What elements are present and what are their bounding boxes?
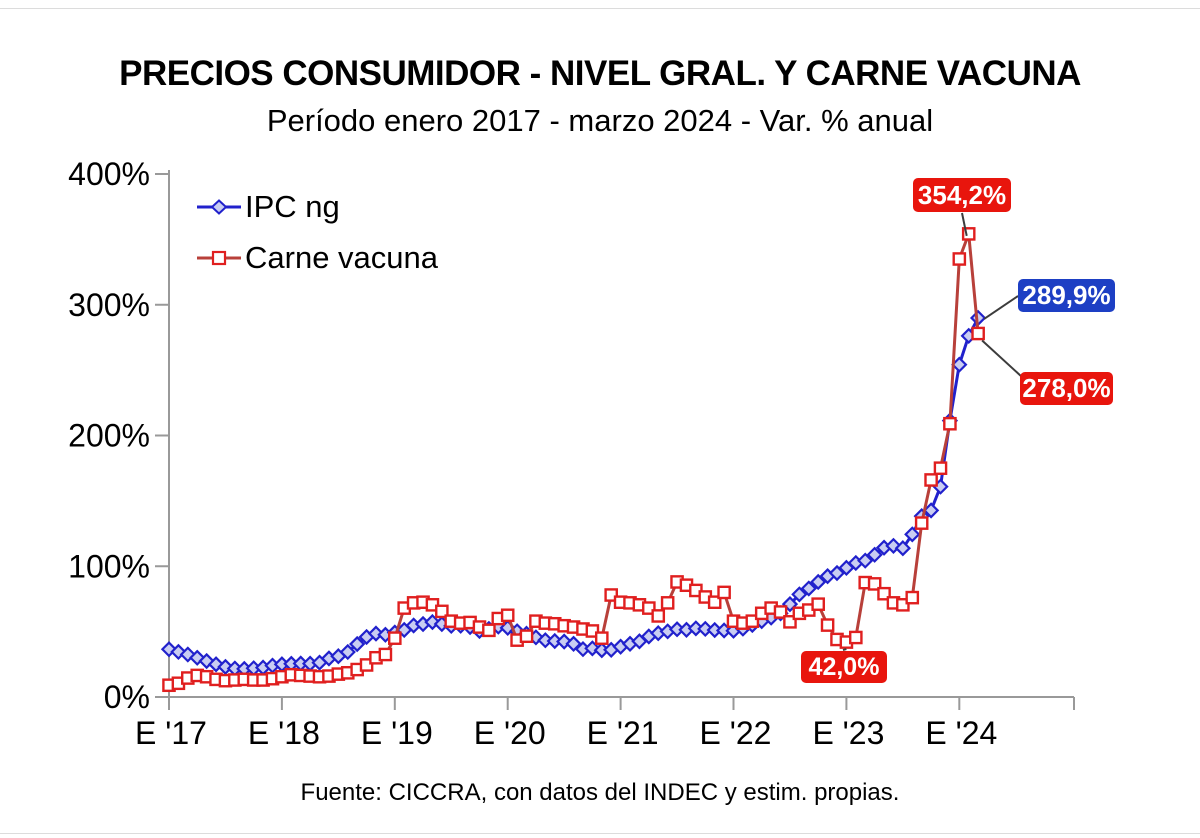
ipc-marker — [810, 573, 827, 591]
ipc-marker — [951, 356, 968, 373]
ipc-marker — [781, 596, 799, 613]
carne-line — [168, 232, 980, 687]
carne-marker — [378, 647, 393, 662]
top-border-line — [0, 8, 1200, 9]
legend-label-ipc: IPC ng — [245, 189, 340, 224]
carne-marker — [811, 597, 825, 611]
chart-title: PRECIOS CONSUMIDOR - NIVEL GRAL. Y CARNE… — [119, 54, 1081, 93]
annotation-leader-line — [981, 339, 1023, 378]
legend-item-carne: Carne vacuna — [196, 240, 439, 275]
source-note: Fuente: CICCRA, con datos del INDEC y es… — [300, 779, 900, 806]
carne-marker — [388, 631, 402, 645]
ipc-marker — [170, 643, 187, 661]
x-tick-label: E '21 — [587, 715, 659, 751]
carne-marker — [707, 595, 722, 610]
ipc-marker — [424, 613, 441, 631]
chart-legend: IPC ng Carne vacuna — [196, 189, 439, 292]
y-tick-label: 300% — [68, 287, 150, 323]
carne-marker — [359, 658, 374, 672]
ipc-marker — [349, 635, 366, 653]
x-tick-label: E '17 — [135, 715, 207, 751]
ipc-marker — [697, 620, 714, 638]
annotation-carne-peak: 354,2% — [913, 178, 1011, 212]
ipc-marker — [565, 635, 582, 652]
annotation-carne-last: 278,0% — [1020, 372, 1113, 405]
x-tick-label: E '19 — [361, 715, 433, 751]
x-tick-label: E '24 — [925, 715, 997, 751]
carne-marker — [500, 608, 515, 623]
carne-marker — [642, 601, 656, 615]
legend-item-ipc: IPC ng — [196, 189, 438, 224]
ipc-marker — [904, 526, 921, 543]
ipc-marker — [922, 502, 940, 519]
carne-marker — [961, 227, 976, 241]
annotation-carne-dip: 42,0% — [801, 651, 887, 683]
x-tick-label: E '20 — [474, 715, 546, 751]
carne-marker — [717, 585, 731, 600]
ipc-legend-marker-icon — [197, 199, 241, 215]
carne-marker — [924, 473, 938, 487]
x-tick-label: E '22 — [700, 715, 772, 751]
ipc-line — [168, 317, 980, 671]
carne-marker — [867, 577, 882, 591]
x-tick-label: E '23 — [812, 715, 884, 751]
carne-marker — [820, 618, 835, 632]
chart-subtitle: Período enero 2017 - marzo 2024 - Var. %… — [266, 103, 934, 138]
carne-marker — [905, 590, 920, 605]
y-tick-label: 100% — [68, 548, 150, 584]
carne-marker — [519, 629, 534, 644]
carne-marker — [896, 598, 910, 612]
carne-marker — [651, 609, 666, 623]
carne-marker — [745, 614, 760, 628]
carne-marker — [594, 631, 609, 645]
y-tick-label: 200% — [68, 418, 150, 454]
carne-marker — [971, 326, 985, 341]
carne-marker — [914, 516, 929, 530]
ipc-marker — [339, 643, 356, 661]
carne-marker — [783, 615, 797, 629]
ipc-marker — [857, 552, 874, 569]
ipc-marker — [217, 658, 234, 676]
annotation-leader-line — [842, 648, 847, 651]
annotation-leader-line — [961, 212, 968, 237]
y-tick-label: 0% — [104, 679, 150, 715]
annotation-leader-line — [983, 295, 1019, 320]
ipc-marker — [791, 586, 808, 603]
carne-marker — [849, 630, 863, 645]
carne-marker — [877, 586, 891, 601]
carne-marker — [773, 605, 788, 619]
y-tick-label: 400% — [68, 156, 150, 192]
carne-legend-marker-icon — [197, 250, 241, 266]
ipc-marker — [556, 633, 573, 650]
ipc-marker — [800, 580, 817, 597]
carne-marker — [435, 604, 449, 619]
carne-marker — [482, 623, 496, 638]
carne-marker — [943, 416, 957, 431]
bottom-border-line — [0, 833, 1200, 834]
carne-marker — [933, 461, 948, 475]
ipc-marker — [179, 646, 196, 663]
carne-marker — [604, 588, 618, 602]
ipc-marker — [866, 546, 883, 563]
ipc-marker — [367, 625, 385, 642]
annotation-ipc-last: 289,9% — [1018, 279, 1115, 312]
ipc-marker — [894, 540, 912, 557]
carne-marker — [660, 596, 675, 610]
legend-label-carne: Carne vacuna — [245, 240, 439, 275]
x-tick-label: E '18 — [248, 715, 320, 751]
carne-marker — [585, 624, 600, 638]
carne-marker — [952, 252, 967, 266]
